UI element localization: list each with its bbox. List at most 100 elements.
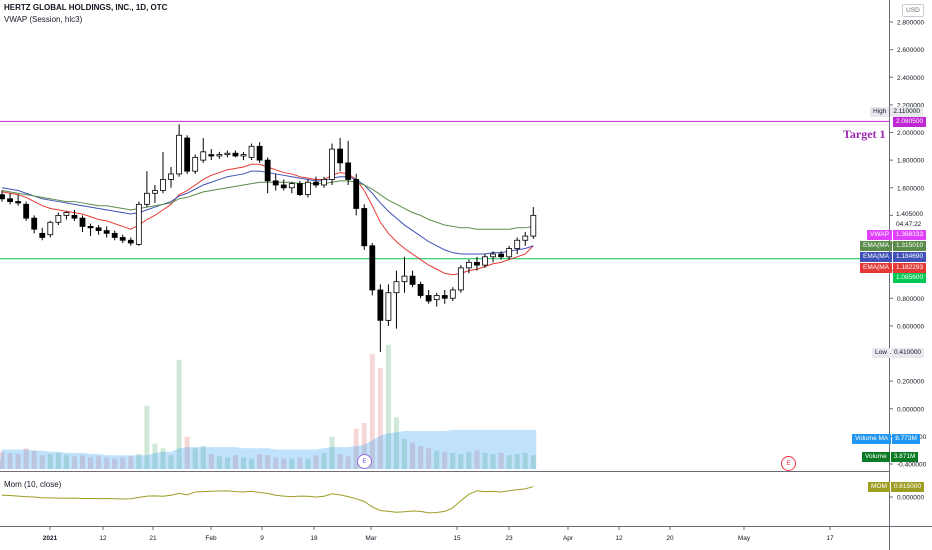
candle-body [143,192,150,205]
candle-body [498,253,505,258]
candle-body [240,154,247,157]
candle-body [482,256,488,266]
volume-bar [530,455,536,469]
volume-bar [305,458,311,469]
volume-bar [55,452,61,469]
volume-bar [410,442,416,469]
time-tick-label: 18 [310,535,318,542]
candle-body [296,183,303,196]
volume-bar [120,457,126,469]
momentum-zero-label: 0.000000 [897,495,924,502]
volume-bar [152,443,158,469]
candle-body [272,180,279,186]
volume-bar [80,455,85,469]
time-tick-label: Mar [365,535,377,542]
candle-body [135,203,142,245]
candle-body [160,179,166,191]
candle-body [280,184,287,189]
candle-body [192,156,199,172]
volume-bar [506,455,512,469]
volume-bar [522,452,528,469]
candle-body [0,194,5,200]
volume-bar [96,456,102,469]
time-tick-label: Feb [205,535,217,542]
volume-bar [450,452,456,469]
candle-body [87,226,94,229]
volume-bar [184,436,190,469]
time-tick-label: Apr [563,535,574,542]
chart-title: HERTZ GLOBAL HOLDINGS, INC., 1D, OTC [4,3,168,12]
candle-body [441,295,448,299]
volume-bar [434,450,440,469]
volume-bar [297,457,303,469]
momentum-value-label: MOM 0.615000 [868,482,925,492]
candle-body [184,137,191,172]
volume-bar [216,456,222,469]
candle-body [200,151,207,161]
volume-bar [514,454,520,469]
volume-ma-label: Volume MA 8.773M [852,434,920,444]
price-tick-label: 0.200000 [897,379,924,386]
price-tick-label: 2.600000 [897,47,924,54]
price-tick-label: 0.800000 [897,296,924,303]
volume-bar [353,428,359,469]
volume-bar [0,451,5,469]
volume-bar [39,455,45,469]
volume-bar [393,417,399,469]
candle-body [385,292,392,321]
price-tick-label: 2.400000 [897,75,924,82]
candle-body [127,239,134,244]
ema-blue-label: EMA(MA 1.184690 [860,252,927,262]
candle-body [313,181,319,186]
candle-body [337,148,344,164]
volume-bar [257,454,263,469]
candle-body [369,245,376,291]
countdown-timer: 04:47:22 [893,220,925,230]
volume-bar [377,367,383,469]
candle-body [530,214,537,237]
volume-bar [337,454,343,469]
volume-bar [144,405,150,469]
last-price-label: 1.405000 [893,210,927,220]
volume-bar [47,454,53,469]
earnings-marker-upcoming[interactable]: E [781,456,796,471]
volume-bar [442,451,448,469]
volume-bar [418,446,424,469]
candle-body [361,208,368,247]
price-tick-label: 0.600000 [897,323,924,330]
volume-bar [168,455,174,469]
volume-bar [402,439,407,469]
time-tick-label: May [738,535,751,542]
target-annotation: Target 1 [843,127,886,141]
low-label: Low 0.410000 [872,348,925,358]
volume-bar [474,450,480,469]
currency-button[interactable]: USD [902,4,924,17]
volume-bar [128,456,134,469]
volume-bar [321,452,327,469]
candle-body [63,212,70,216]
candle-body [457,267,464,291]
candle-body [329,148,335,180]
target-price-label: 2.080500 [893,117,927,127]
candle-body [248,145,255,158]
time-tick-label: 23 [505,535,513,542]
volume-bar [192,448,198,469]
price-tick-label: -0.400000 [897,462,927,469]
time-tick-label: 20 [666,535,674,542]
volume-bar [232,455,238,469]
candle-body [39,232,46,238]
volume-bar [466,451,472,469]
candle-body [433,295,440,301]
candle-body [304,181,311,196]
candle-body [409,275,416,285]
momentum-legend[interactable]: Mom (10, close) [4,480,62,489]
vwap-legend[interactable]: VWAP (Session, hlc3) [4,15,83,24]
volume-bar [31,450,37,469]
volume-bar [490,454,496,469]
volume-bar [63,455,69,469]
volume-bar [385,344,391,469]
volume-bar [273,457,279,469]
time-tick-label: 17 [826,535,834,542]
earnings-marker-selected[interactable]: E [357,454,372,469]
candle-body [15,201,22,204]
